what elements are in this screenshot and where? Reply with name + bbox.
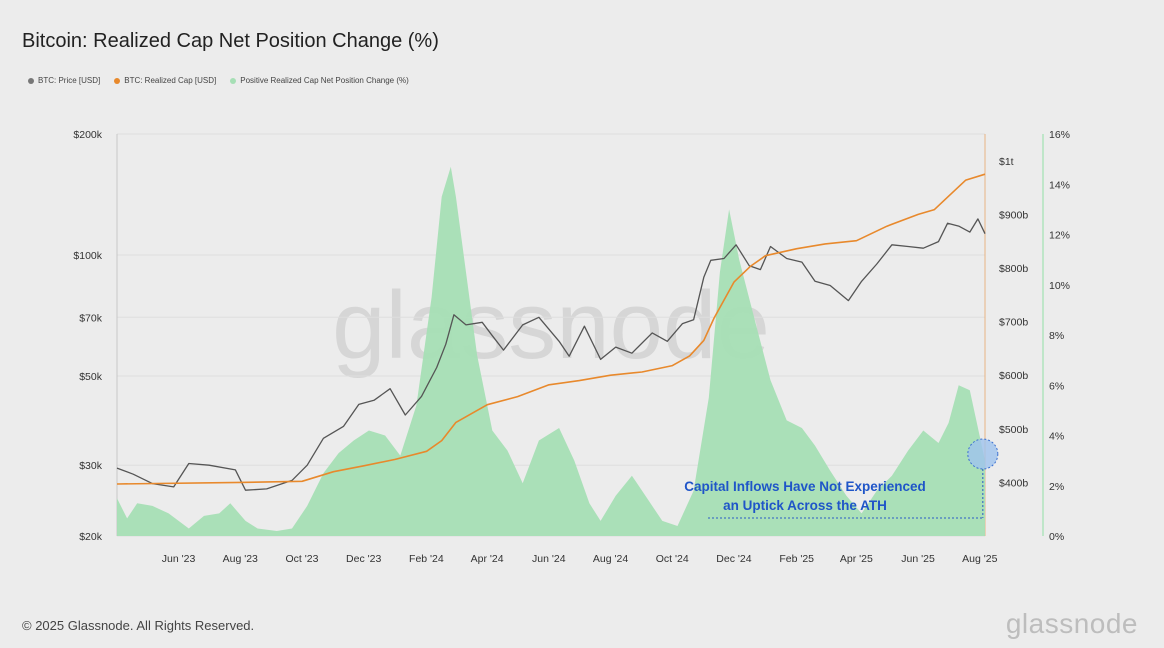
y-right-tick-label: 10% (1049, 280, 1070, 292)
y-right-tick-label: 0% (1049, 531, 1064, 543)
y-mid-tick-label: $600b (999, 370, 1028, 382)
x-tick-label: Feb '25 (779, 553, 814, 565)
legend-item-price[interactable]: BTC: Price [USD] (28, 76, 100, 85)
y-right-tick-label: 4% (1049, 431, 1064, 443)
watermark-text: glassnode (332, 272, 770, 379)
x-tick-label: Dec '24 (716, 553, 751, 565)
y-left-tick-label: $50k (79, 371, 103, 383)
y-right-tick-label: 6% (1049, 380, 1064, 392)
brand-logo: glassnode (1005, 608, 1138, 639)
series-line-realized-cap (116, 173, 986, 485)
series-area-net-position-change (117, 166, 985, 536)
y-mid-tick-label: $400b (999, 477, 1028, 489)
legend-label-price: BTC: Price [USD] (38, 76, 101, 85)
y-right-tick-label: 16% (1049, 129, 1070, 141)
y-left-tick-label: $70k (79, 312, 103, 324)
x-tick-label: Jun '25 (901, 553, 935, 565)
annotation-text-line-2: an Uptick Across the ATH (723, 498, 887, 513)
x-tick-label: Aug '24 (593, 553, 628, 565)
legend-swatch-price (28, 77, 34, 84)
x-tick-label: Feb '24 (409, 553, 444, 565)
y-mid-tick-label: $900b (999, 209, 1028, 221)
series-line-price (116, 218, 986, 491)
y-right-tick-label: 12% (1049, 230, 1070, 242)
x-tick-label: Jun '23 (162, 553, 196, 565)
x-tick-label: Apr '24 (471, 553, 504, 565)
x-tick-label: Aug '23 (223, 553, 258, 565)
y-mid-tick-label: $700b (999, 317, 1028, 329)
x-tick-label: Jun '24 (532, 553, 566, 565)
annotation-text-line-1: Capital Inflows Have Not Experienced (684, 479, 926, 494)
x-tick-label: Oct '23 (286, 553, 319, 565)
y-right-tick-label: 2% (1049, 481, 1064, 493)
legend-swatch-realized-cap (114, 77, 121, 84)
x-tick-label: Apr '25 (840, 553, 873, 565)
legend-label-realized-cap: BTC: Realized Cap [USD] (124, 76, 217, 85)
y-mid-tick-label: $500b (999, 424, 1028, 436)
legend-label-net-position-change: Positive Realized Cap Net Position Chang… (240, 76, 409, 85)
legend: BTC: Price [USD] BTC: Realized Cap [USD]… (28, 76, 409, 85)
x-tick-label: Dec '23 (346, 553, 381, 565)
y-left-tick-label: $100k (73, 250, 102, 262)
y-right-tick-label: 14% (1049, 179, 1070, 191)
legend-item-net-position-change[interactable]: Positive Realized Cap Net Position Chang… (230, 76, 409, 85)
y-right-tick-label: 8% (1049, 330, 1064, 342)
chart-title: Bitcoin: Realized Cap Net Position Chang… (22, 30, 439, 52)
x-tick-label: Oct '24 (656, 553, 689, 565)
y-left-tick-label: $20k (79, 531, 103, 543)
copyright-footer: © 2025 Glassnode. All Rights Reserved. (22, 618, 255, 633)
legend-swatch-net-position-change (230, 77, 237, 84)
y-left-tick-label: $30k (79, 460, 103, 472)
y-mid-tick-label: $800b (999, 263, 1028, 275)
annotation-highlight-circle (967, 438, 999, 470)
y-mid-tick-label: $1t (999, 156, 1014, 168)
x-tick-label: Aug '25 (962, 553, 997, 565)
y-left-tick-label: $200k (73, 129, 102, 141)
legend-item-realized-cap[interactable]: BTC: Realized Cap [USD] (114, 76, 216, 85)
